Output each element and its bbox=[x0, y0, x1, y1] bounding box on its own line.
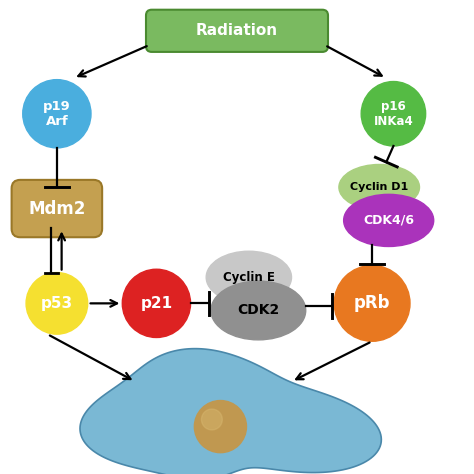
Circle shape bbox=[26, 273, 88, 334]
Ellipse shape bbox=[339, 164, 419, 210]
Text: Radiation: Radiation bbox=[196, 23, 278, 38]
Text: Cyclin D1: Cyclin D1 bbox=[350, 182, 408, 192]
Text: CDK4/6: CDK4/6 bbox=[363, 214, 414, 227]
Circle shape bbox=[334, 265, 410, 341]
Circle shape bbox=[122, 269, 191, 337]
Text: Mdm2: Mdm2 bbox=[28, 200, 86, 218]
Ellipse shape bbox=[344, 194, 434, 246]
Ellipse shape bbox=[211, 281, 306, 340]
Text: p21: p21 bbox=[140, 296, 173, 311]
Text: Cyclin E: Cyclin E bbox=[223, 271, 275, 284]
Circle shape bbox=[201, 409, 222, 430]
Polygon shape bbox=[80, 349, 382, 474]
FancyBboxPatch shape bbox=[146, 10, 328, 52]
Circle shape bbox=[361, 82, 426, 146]
Circle shape bbox=[194, 401, 246, 453]
Circle shape bbox=[23, 80, 91, 148]
Text: p16
INKa4: p16 INKa4 bbox=[374, 100, 413, 128]
Text: p19
Arf: p19 Arf bbox=[43, 100, 71, 128]
Text: CDK2: CDK2 bbox=[237, 303, 280, 318]
Text: pRb: pRb bbox=[354, 294, 391, 312]
Ellipse shape bbox=[206, 251, 292, 303]
Text: p53: p53 bbox=[41, 296, 73, 311]
FancyBboxPatch shape bbox=[11, 180, 102, 237]
